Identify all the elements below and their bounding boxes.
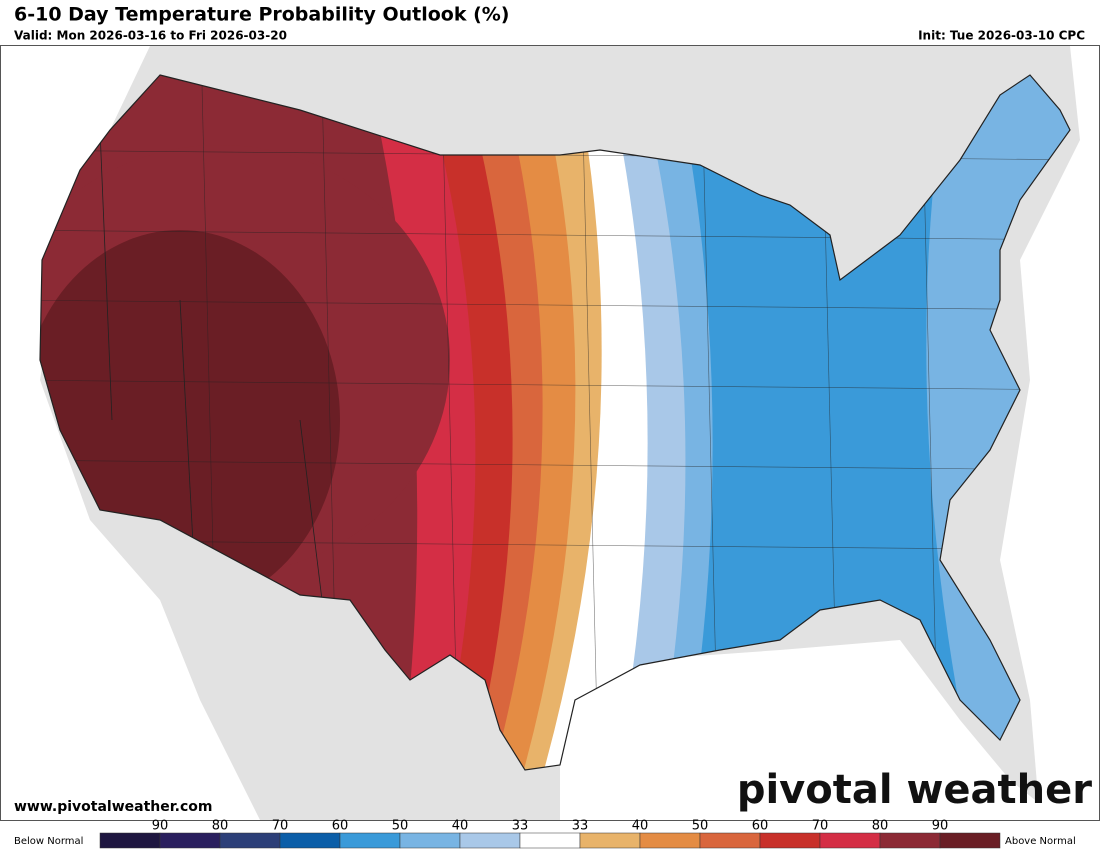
legend-swatch (939, 832, 1001, 849)
legend-tick-label: 70 (272, 819, 289, 834)
legend: 90 80 70 60 50 40 33 33 40 50 60 70 80 90 (99, 819, 1001, 849)
legend-tick-label: 40 (632, 819, 649, 834)
legend-right-label: Above Normal (1005, 836, 1076, 847)
init-time: Init: Tue 2026-03-10 CPC (918, 29, 1085, 43)
legend-tick-label: 60 (752, 819, 769, 834)
legend-swatch (699, 832, 761, 849)
legend-swatch (99, 832, 161, 849)
legend-tick-label: 80 (872, 819, 889, 834)
legend-tick-label: 33 (572, 819, 589, 834)
legend-swatch (459, 832, 521, 849)
gulf-ocean (560, 640, 1060, 820)
website: www.pivotalweather.com (14, 799, 213, 815)
state-line (99, 129, 113, 421)
legend-tick-label: 50 (692, 819, 709, 834)
valid-time: Valid: Mon 2026-03-16 to Fri 2026-03-20 (14, 29, 287, 43)
legend-swatch (579, 832, 641, 849)
pacific-ocean (0, 46, 260, 820)
legend-swatch (639, 832, 701, 849)
legend-tick-label: 40 (452, 819, 469, 834)
legend-swatch (339, 832, 401, 849)
legend-tick-label: 90 (932, 819, 949, 834)
state-line (40, 459, 1070, 471)
atlantic-ocean (1000, 46, 1100, 820)
legend-swatch (759, 832, 821, 849)
legend-tick-label: 50 (392, 819, 409, 834)
legend-swatch (279, 832, 341, 849)
legend-tick-label: 33 (512, 819, 529, 834)
state-line (40, 299, 1070, 311)
legend-tick-label: 60 (332, 819, 349, 834)
legend-swatch (219, 832, 281, 849)
state-line (40, 379, 1070, 391)
legend-tick-label: 80 (212, 819, 229, 834)
title: 6-10 Day Temperature Probability Outlook… (14, 4, 509, 26)
brand: pivotal weather (737, 767, 1092, 813)
legend-tick-label: 70 (812, 819, 829, 834)
legend-swatch (399, 832, 461, 849)
legend-swatch (519, 832, 581, 849)
state-line (299, 419, 323, 601)
legend-swatch (819, 832, 881, 849)
state-line (40, 229, 1070, 241)
legend-left-label: Below Normal (14, 836, 83, 847)
legend-tick-label: 90 (152, 819, 169, 834)
legend-swatch (159, 832, 221, 849)
legend-swatch (879, 832, 941, 849)
